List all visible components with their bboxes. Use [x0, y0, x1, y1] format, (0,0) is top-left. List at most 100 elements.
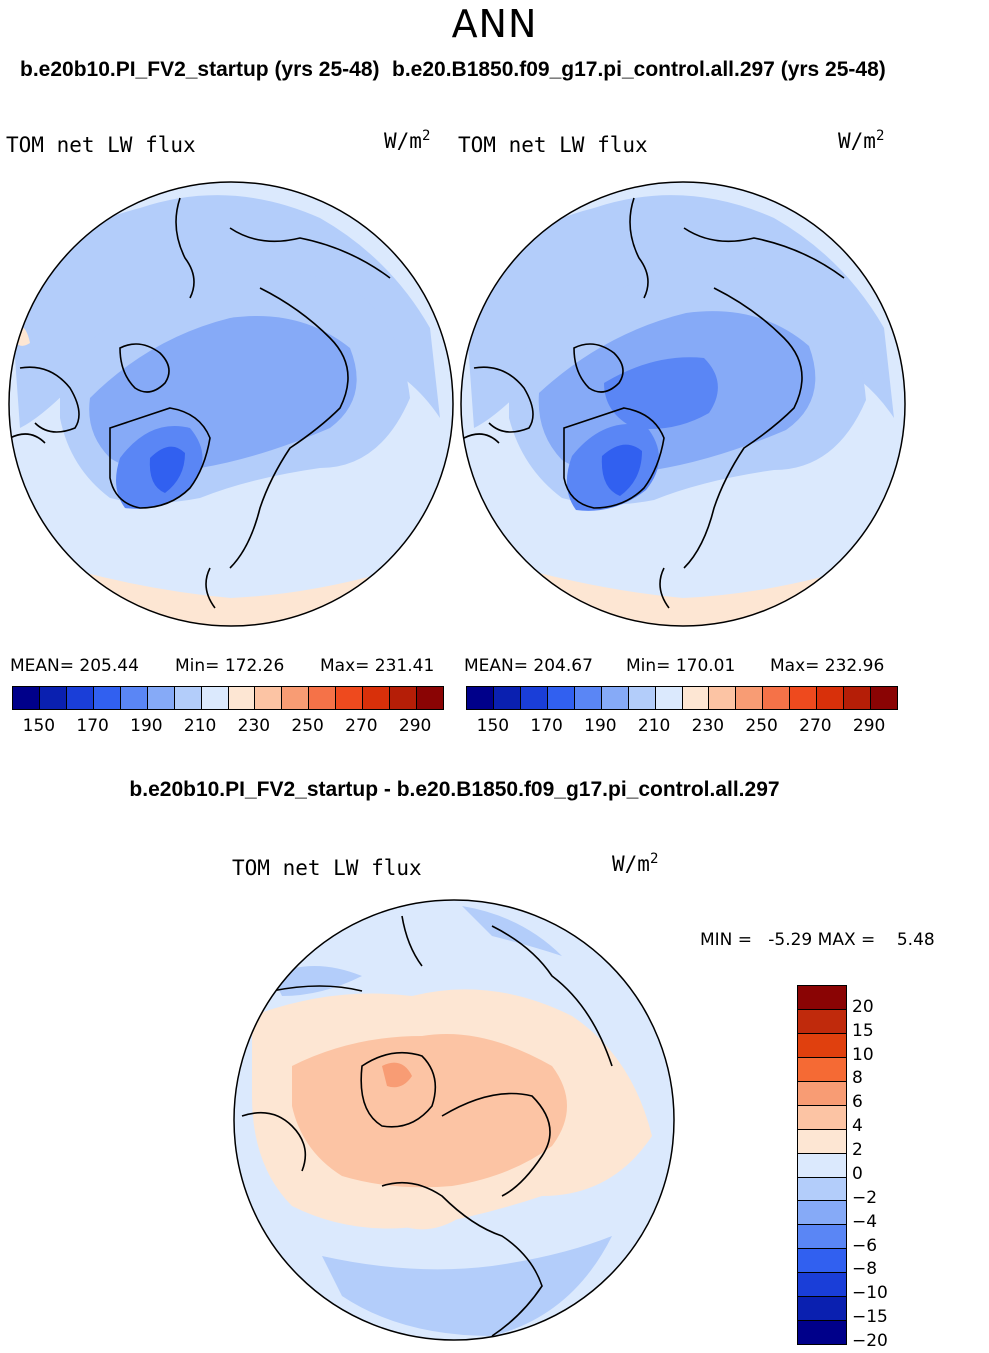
colorbar-swatch — [93, 687, 121, 709]
map-panel-a — [8, 181, 454, 627]
colorbar-tick-label: 250 — [291, 716, 324, 736]
colorbar-diff-tick-label: −10 — [852, 1283, 888, 1304]
colorbar-swatch — [798, 1249, 846, 1274]
colorbar-swatch — [574, 687, 602, 709]
colorbar-diff-tick-label: −4 — [852, 1211, 878, 1232]
panel-b-mean: MEAN= 204.67 — [464, 656, 593, 676]
panel-b-label: TOM net LW flux — [458, 133, 648, 157]
map-b-coastlines — [463, 197, 845, 609]
colorbar-diff-tick-label: 8 — [852, 1068, 863, 1089]
case-a-title: b.e20b10.PI_FV2_startup (yrs 25-48) — [20, 58, 380, 81]
colorbar-swatch — [120, 687, 148, 709]
colorbar-diff — [797, 985, 847, 1345]
colorbar-swatch — [871, 687, 897, 709]
panel-diff-minmax: MIN = -5.29 MAX = 5.48 — [700, 930, 935, 950]
colorbar-diff-tick-label: 2 — [852, 1140, 863, 1161]
colorbar-tick-label: 170 — [76, 716, 109, 736]
colorbar-swatch — [147, 687, 175, 709]
colorbar-swatch — [798, 1057, 846, 1082]
colorbar-tick-label: 170 — [530, 716, 563, 736]
colorbar-diff-tick-label: 4 — [852, 1116, 863, 1137]
colorbar-swatch — [790, 687, 818, 709]
colorbar-swatch — [336, 687, 364, 709]
colorbar-diff-tick-label: 20 — [852, 996, 874, 1017]
colorbar-swatch — [798, 1081, 846, 1106]
colorbar-swatch — [39, 687, 67, 709]
colorbar-panel-b — [466, 686, 898, 710]
colorbar-swatch — [736, 687, 764, 709]
colorbar-swatch — [417, 687, 443, 709]
map-diff-coastlines — [241, 915, 613, 1337]
colorbar-swatch — [66, 687, 94, 709]
panel-a-max: Max= 231.41 — [320, 656, 435, 676]
colorbar-swatch — [255, 687, 283, 709]
map-b-border — [460, 181, 906, 627]
panel-a-label: TOM net LW flux — [6, 133, 196, 157]
colorbar-swatch — [309, 687, 337, 709]
colorbar-tick-label: 230 — [237, 716, 271, 736]
colorbar-tick-label: 210 — [637, 716, 671, 736]
colorbar-swatch — [201, 687, 229, 709]
colorbar-diff-tick-label: −20 — [852, 1331, 888, 1351]
colorbar-swatch — [655, 687, 683, 709]
colorbar-swatch — [798, 1177, 846, 1202]
colorbar-swatch — [798, 1273, 846, 1298]
panel-a-units: W/m2 — [384, 128, 431, 153]
colorbar-swatch — [520, 687, 548, 709]
colorbar-swatch — [467, 687, 494, 709]
panel-diff-label: TOM net LW flux — [232, 856, 422, 880]
panel-diff-units: W/m2 — [612, 851, 659, 876]
colorbar-tick-label: 230 — [691, 716, 725, 736]
colorbar-swatch — [628, 687, 656, 709]
map-a-border — [8, 181, 454, 627]
colorbar-diff-tick-label: −6 — [852, 1235, 878, 1256]
panel-b-min: Min= 170.01 — [626, 656, 736, 676]
colorbar-diff-tick-label: 6 — [852, 1092, 863, 1113]
colorbar-tick-label: 250 — [745, 716, 778, 736]
colorbar-swatch — [682, 687, 710, 709]
colorbar-swatch — [363, 687, 391, 709]
colorbar-tick-label: 270 — [345, 716, 378, 736]
colorbar-swatch — [390, 687, 418, 709]
panel-a-mean: MEAN= 205.44 — [10, 656, 139, 676]
colorbar-swatch — [798, 1105, 846, 1130]
colorbar-swatch — [798, 1321, 846, 1345]
panel-b-max: Max= 232.96 — [770, 656, 885, 676]
colorbar-panel-a — [12, 686, 444, 710]
colorbar-tick-label: 290 — [398, 716, 432, 736]
colorbar-tick-label: 150 — [22, 716, 56, 736]
colorbar-diff-tick-label: 15 — [852, 1020, 874, 1041]
map-panel-diff — [233, 899, 675, 1341]
colorbar-tick-label: 150 — [476, 716, 510, 736]
colorbar-diff-tick-label: −8 — [852, 1259, 878, 1280]
colorbar-diff-tick-label: 10 — [852, 1044, 874, 1065]
colorbar-swatch — [13, 687, 40, 709]
page-title: ANN — [451, 2, 538, 46]
colorbar-swatch — [798, 1009, 846, 1034]
colorbar-tick-label: 190 — [130, 716, 163, 736]
colorbar-swatch — [709, 687, 737, 709]
map-diff-border — [233, 899, 675, 1341]
colorbar-swatch — [844, 687, 872, 709]
colorbar-swatch — [228, 687, 256, 709]
colorbar-tick-label: 290 — [852, 716, 886, 736]
colorbar-diff-tick-label: 0 — [852, 1163, 863, 1184]
colorbar-diff-tick-label: −2 — [852, 1187, 878, 1208]
colorbar-swatch — [798, 1033, 846, 1058]
colorbar-swatch — [547, 687, 575, 709]
colorbar-swatch — [798, 986, 846, 1010]
map-panel-b — [460, 181, 906, 627]
colorbar-swatch — [817, 687, 845, 709]
colorbar-swatch — [763, 687, 791, 709]
colorbar-swatch — [601, 687, 629, 709]
colorbar-swatch — [282, 687, 310, 709]
colorbar-swatch — [493, 687, 521, 709]
panel-a-min: Min= 172.26 — [175, 656, 285, 676]
colorbar-diff-tick-label: −15 — [852, 1307, 888, 1328]
panel-b-units: W/m2 — [838, 128, 885, 153]
colorbar-swatch — [798, 1297, 846, 1322]
colorbar-swatch — [174, 687, 202, 709]
colorbar-tick-label: 190 — [584, 716, 617, 736]
colorbar-swatch — [798, 1225, 846, 1250]
colorbar-swatch — [798, 1153, 846, 1178]
